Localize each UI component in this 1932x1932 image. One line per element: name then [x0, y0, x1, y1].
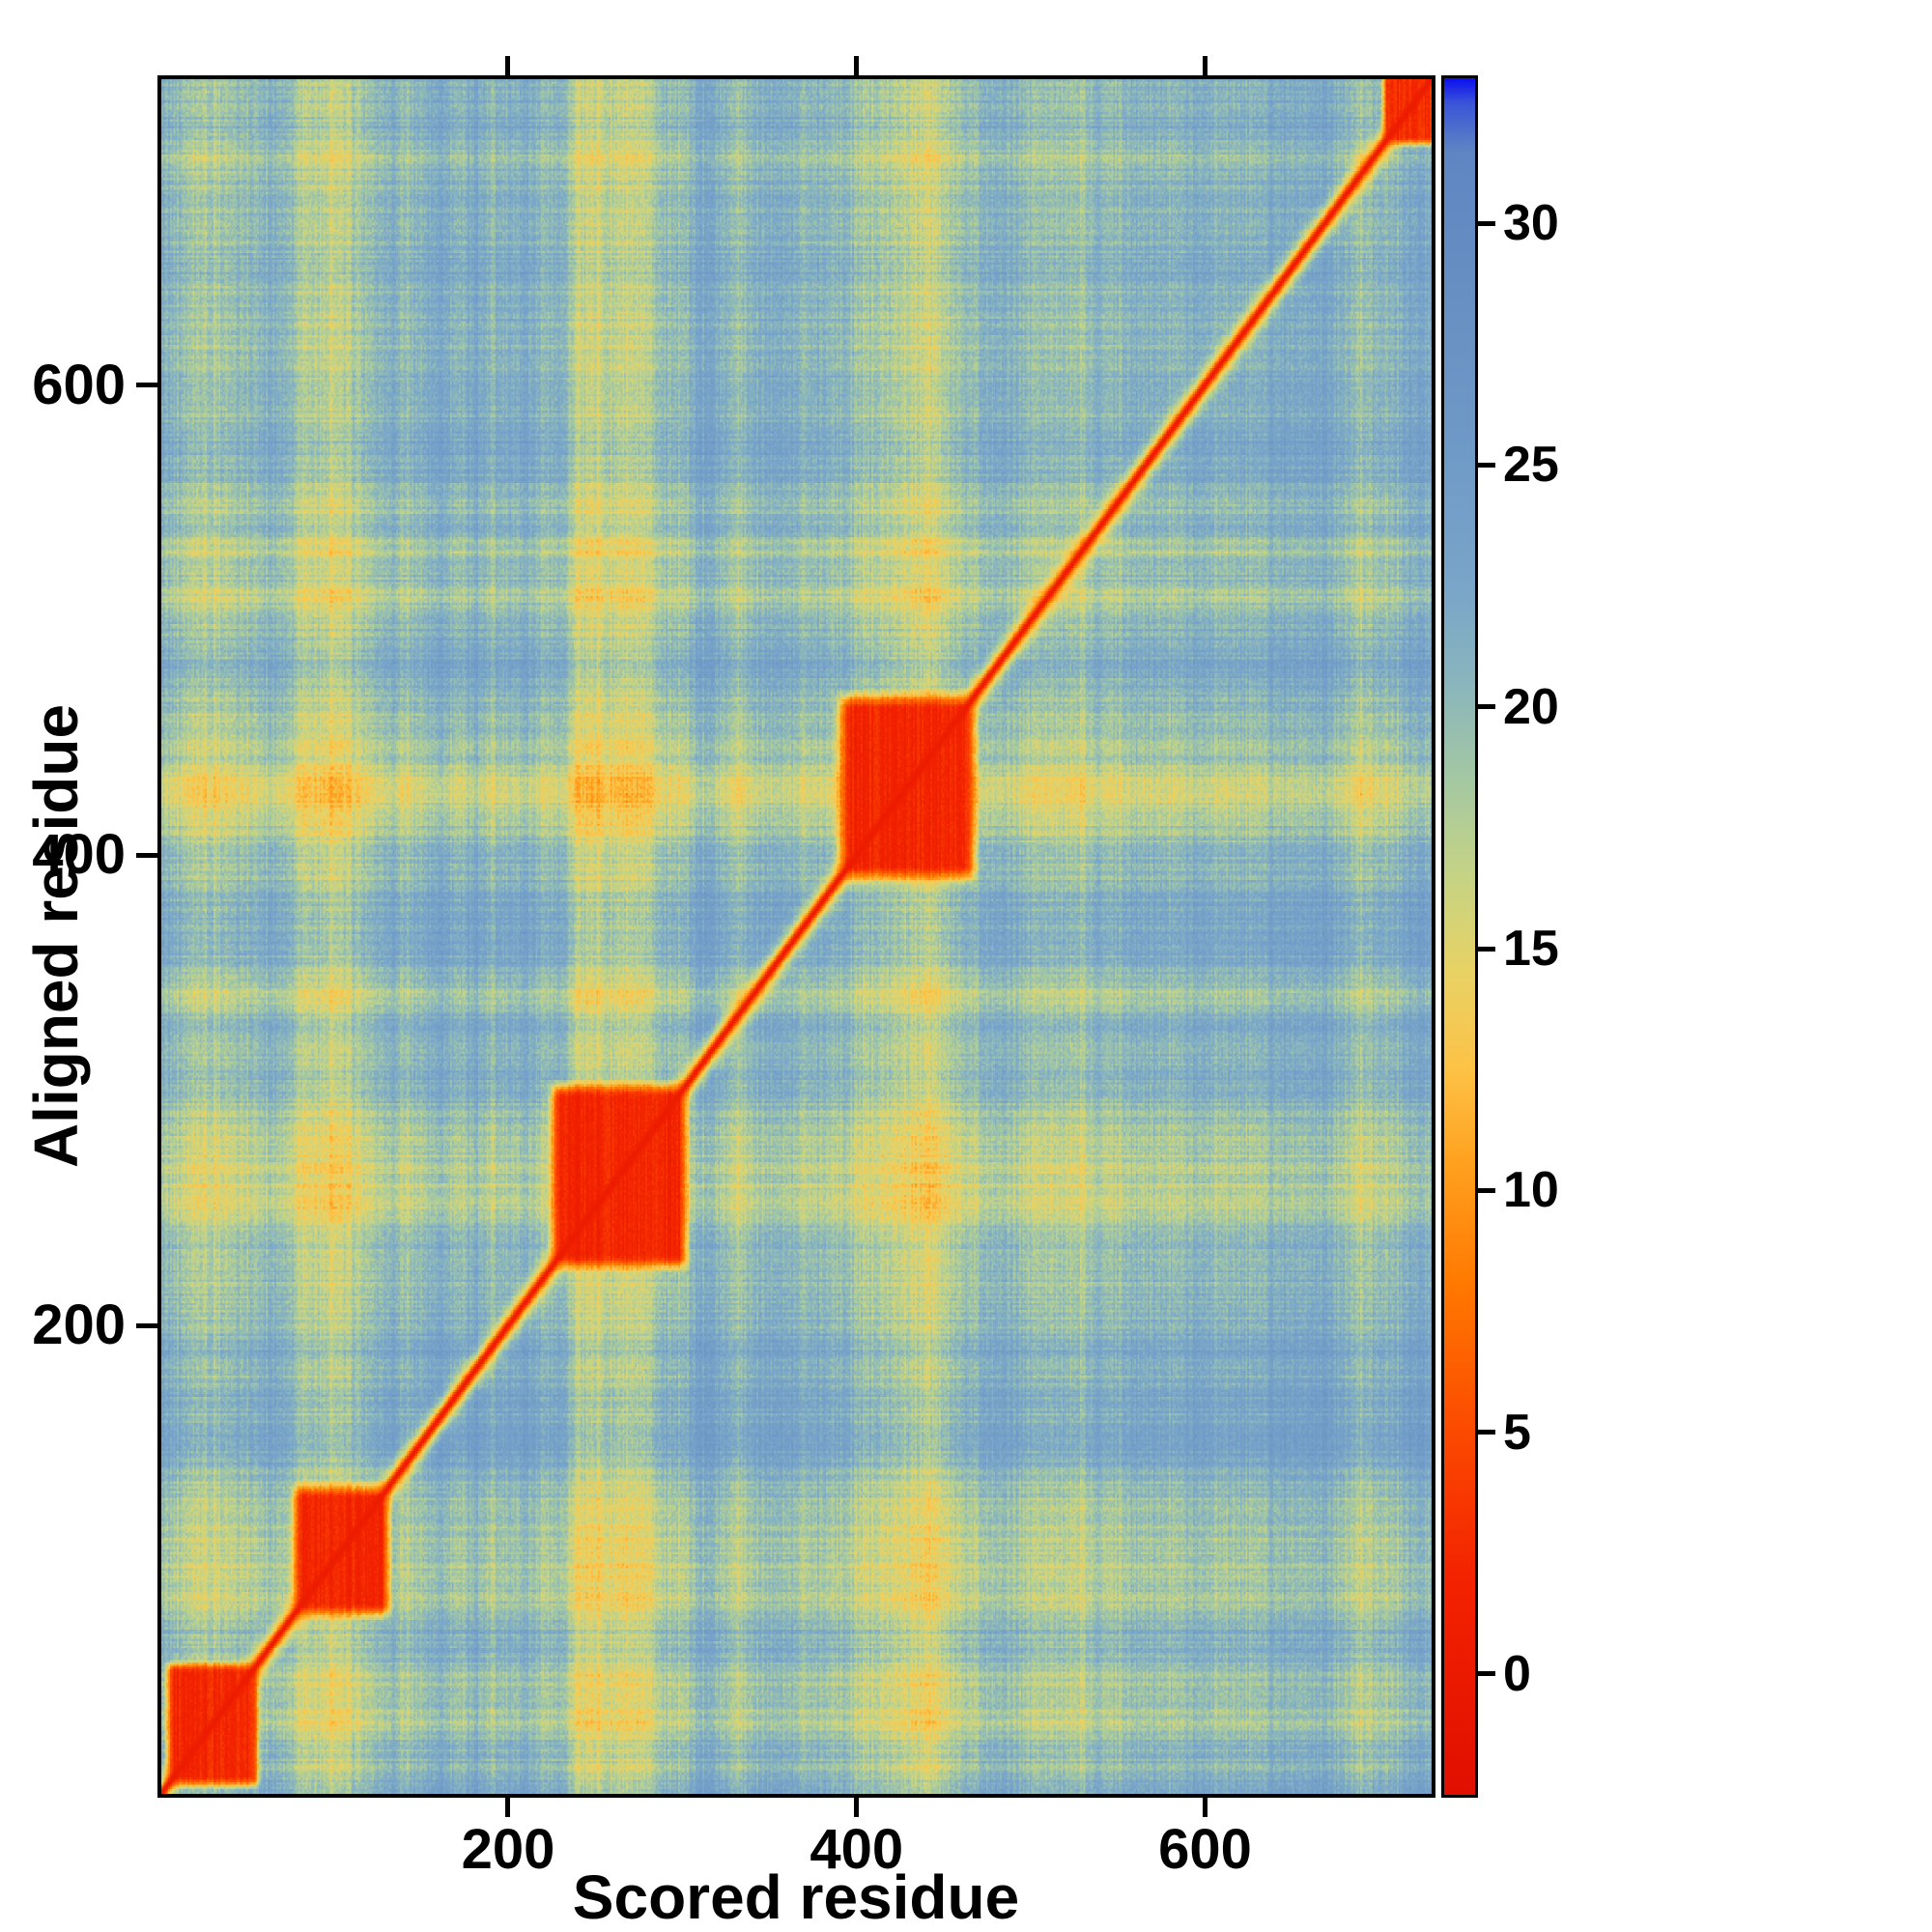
x-axis-tick: [854, 1798, 860, 1817]
heatmap-frame: [157, 75, 1435, 1798]
x-axis-title: Scored residue: [572, 1862, 1020, 1932]
colorbar-canvas: [1444, 78, 1475, 1795]
colorbar-tick: [1478, 1187, 1495, 1193]
x-axis-tick: [1203, 1798, 1208, 1817]
colorbar-tick: [1478, 220, 1495, 226]
colorbar-tick: [1478, 1671, 1495, 1677]
x-axis-top-tick: [505, 56, 511, 75]
y-tick-label: 600: [32, 353, 126, 416]
heatmap-canvas: [161, 79, 1432, 1794]
colorbar-tick: [1478, 1430, 1495, 1435]
y-axis-tick: [136, 852, 157, 858]
colorbar-tick-label: 10: [1503, 1162, 1559, 1219]
x-axis-top-tick: [1203, 56, 1208, 75]
colorbar-tick-label: 0: [1503, 1645, 1531, 1702]
colorbar-tick: [1478, 946, 1495, 952]
y-axis-tick: [136, 383, 157, 388]
colorbar-tick-label: 20: [1503, 678, 1559, 735]
x-tick-label: 400: [810, 1818, 904, 1881]
colorbar-tick-label: 30: [1503, 195, 1559, 252]
colorbar-frame: [1441, 75, 1478, 1798]
y-tick-label: 200: [32, 1293, 126, 1357]
y-axis-title: Aligned residue: [21, 703, 91, 1169]
y-tick-label: 400: [32, 823, 126, 887]
x-axis-tick: [505, 1798, 511, 1817]
colorbar-tick-label: 15: [1503, 921, 1559, 977]
colorbar-tick: [1478, 462, 1495, 468]
colorbar-tick: [1478, 704, 1495, 710]
x-tick-label: 600: [1158, 1818, 1252, 1881]
colorbar-tick-label: 5: [1503, 1404, 1531, 1461]
colorbar-tick-label: 25: [1503, 437, 1559, 494]
x-tick-label: 200: [461, 1818, 555, 1881]
y-axis-tick: [136, 1322, 157, 1328]
x-axis-top-tick: [854, 56, 860, 75]
